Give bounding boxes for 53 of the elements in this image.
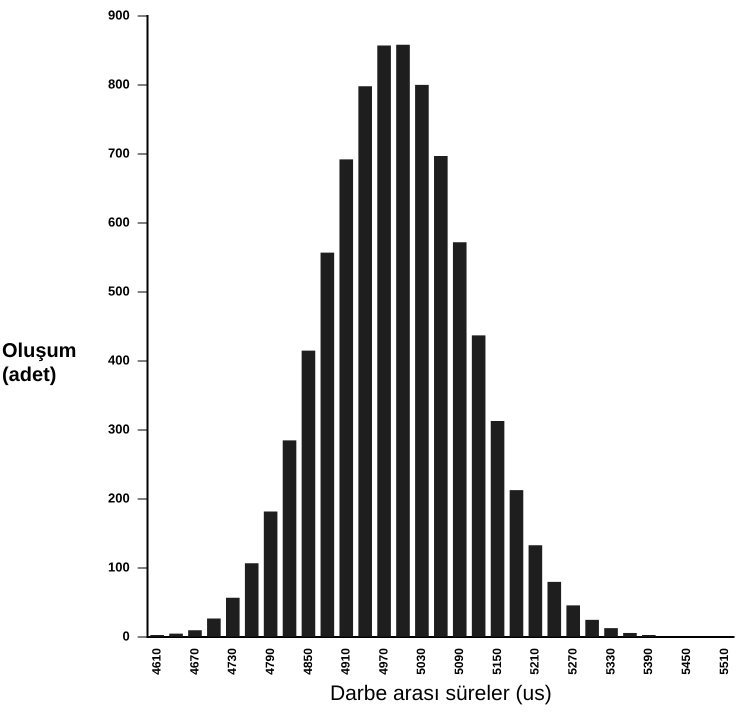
bar bbox=[226, 598, 240, 637]
bar bbox=[320, 252, 334, 637]
bar bbox=[528, 545, 542, 637]
bar bbox=[377, 45, 391, 637]
x-tick-label: 5090 bbox=[452, 648, 466, 675]
bar bbox=[415, 84, 429, 637]
bar bbox=[604, 628, 618, 637]
y-tick-label: 500 bbox=[108, 284, 130, 299]
y-tick-label: 100 bbox=[108, 560, 130, 575]
y-tick-label: 200 bbox=[108, 490, 130, 506]
x-tick-label: 5030 bbox=[414, 648, 428, 675]
bar bbox=[566, 605, 580, 637]
x-tick-label: 5270 bbox=[566, 648, 580, 675]
y-tick-label: 0 bbox=[122, 628, 130, 644]
bar bbox=[396, 44, 410, 637]
y-tick-label: 700 bbox=[108, 145, 130, 160]
bar bbox=[452, 242, 467, 637]
bar bbox=[434, 156, 448, 637]
bar bbox=[188, 630, 202, 637]
x-tick-label: 4790 bbox=[262, 648, 277, 675]
y-tick-label: 600 bbox=[108, 214, 130, 230]
bar bbox=[282, 440, 296, 637]
bar bbox=[264, 511, 278, 637]
x-tick-label: 4670 bbox=[187, 648, 202, 675]
y-tick-label: 400 bbox=[108, 352, 130, 368]
y-tick-label: 300 bbox=[108, 422, 130, 437]
bar bbox=[169, 634, 183, 637]
bar bbox=[585, 620, 599, 637]
bar bbox=[244, 563, 259, 637]
x-tick-label: 5510 bbox=[716, 648, 731, 675]
y-tick-label: 800 bbox=[108, 76, 130, 92]
x-tick-label: 4850 bbox=[300, 648, 315, 675]
x-tick-label: 5450 bbox=[678, 648, 693, 675]
x-tick-label: 4730 bbox=[225, 648, 240, 675]
bar bbox=[472, 335, 486, 637]
x-tick-label: 4910 bbox=[338, 648, 353, 675]
bar bbox=[339, 159, 354, 637]
x-tick-label: 5210 bbox=[528, 648, 542, 675]
y-axis-title: Oluşum (adet) bbox=[2, 340, 76, 386]
x-tick-label: 5150 bbox=[490, 648, 504, 675]
x-tick-label: 5390 bbox=[641, 648, 656, 675]
x-tick-label: 4610 bbox=[149, 648, 164, 675]
bar bbox=[623, 632, 637, 637]
bar bbox=[302, 350, 316, 637]
bar bbox=[510, 490, 524, 637]
bar bbox=[358, 86, 372, 637]
bar bbox=[207, 618, 221, 637]
x-tick-label: 5330 bbox=[603, 648, 618, 675]
y-tick-label: 900 bbox=[108, 7, 130, 22]
x-axis-title: Darbe arası süreler (us) bbox=[330, 682, 552, 706]
x-tick-label: 4970 bbox=[376, 648, 390, 675]
bar bbox=[547, 582, 562, 637]
bar bbox=[490, 421, 504, 637]
